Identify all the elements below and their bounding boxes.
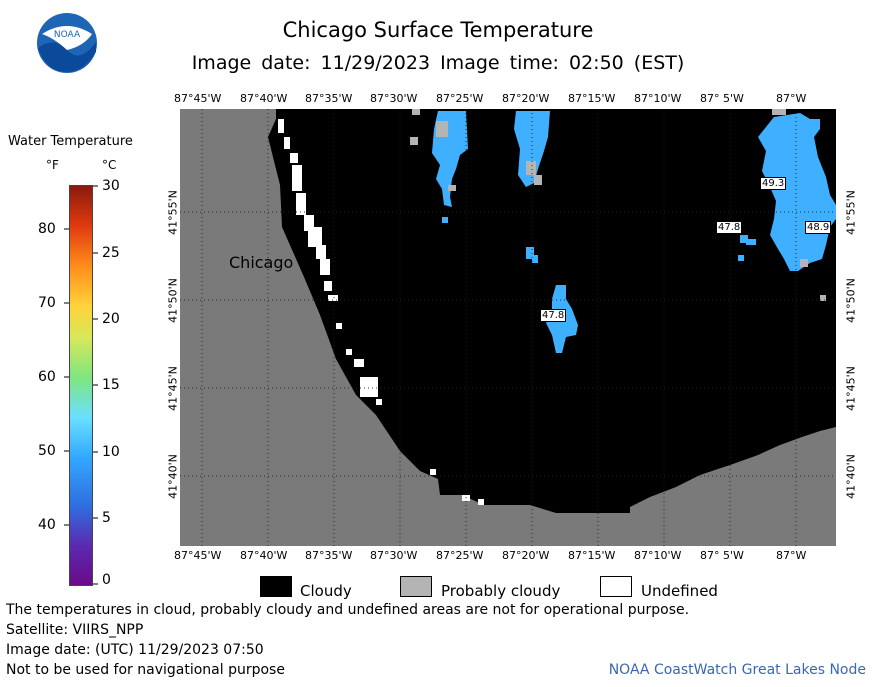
chicago-marker (296, 244, 306, 254)
probably-cloudy-patches (410, 109, 826, 301)
colorbar-tick-f: 40 (38, 517, 56, 533)
colorbar-tick-c: 15 (102, 377, 120, 393)
lat-label: 41°40'N (844, 454, 858, 499)
legend-label-cloudy: Cloudy (300, 582, 352, 600)
lon-label: 87°45'W (174, 92, 222, 105)
lon-label: 87°30'W (370, 549, 418, 562)
lon-label: 87°45'W (174, 549, 222, 562)
temp-label: 48.9 (805, 221, 832, 234)
colorbar-tick-c: 25 (102, 245, 120, 261)
lon-label: 87°40'W (240, 92, 288, 105)
colorbar-tick-c: 5 (102, 510, 111, 526)
lon-label: 87°40'W (240, 549, 288, 562)
lon-label: 87°10'W (634, 549, 682, 562)
lon-label: 87°20'W (502, 92, 550, 105)
lon-label: 87° 5'W (700, 92, 744, 105)
satellite-text: Satellite: VIIRS_NPP (6, 622, 144, 638)
legend-label-probably-cloudy: Probably cloudy (441, 582, 561, 600)
lon-label: 87°15'W (568, 549, 616, 562)
temp-label: 49.3 (760, 177, 787, 190)
lon-label: 87°35'W (305, 92, 353, 105)
noaa-logo: NOAA (36, 12, 98, 74)
lon-label: 87°35'W (305, 549, 353, 562)
colorbar-tick-f: 80 (38, 221, 56, 237)
colorbar-title: Water Temperature (8, 134, 133, 149)
lon-label: 87°W (776, 92, 807, 105)
city-label-chicago: Chicago (229, 253, 294, 272)
legend-swatch-probably-cloudy (400, 576, 432, 597)
lat-label: 41°40'N (166, 454, 180, 499)
colorbar-tick-f: 60 (38, 369, 56, 385)
lon-label: 87°25'W (436, 549, 484, 562)
temperature-map (180, 109, 836, 546)
colorbar-tick-c: 20 (102, 311, 120, 327)
colorbar-tick-f: 50 (38, 443, 56, 459)
credit-link[interactable]: NOAA CoastWatch Great Lakes Node (608, 662, 866, 678)
colorbar-tick-c: 0 (102, 572, 111, 588)
lon-label: 87°15'W (568, 92, 616, 105)
colorbar-unit-c: °C (102, 158, 117, 172)
undefined-fringe (278, 119, 484, 505)
colorbar-unit-f: °F (46, 158, 59, 172)
lon-label: 87°20'W (502, 549, 550, 562)
logo-text: NOAA (54, 30, 81, 40)
lon-label: 87°30'W (370, 92, 418, 105)
lat-label: 41°50'N (844, 278, 858, 323)
utc-date-text: Image date: (UTC) 11/29/2023 07:50 (6, 642, 264, 658)
lat-label: 41°50'N (166, 278, 180, 323)
legend-swatch-undefined (600, 576, 632, 597)
lon-label: 87° 5'W (700, 549, 744, 562)
colorbar (69, 185, 93, 586)
page-title: Chicago Surface Temperature (282, 18, 594, 42)
lon-label: 87°10'W (634, 92, 682, 105)
disclaimer-text: The temperatures in cloud, probably clou… (6, 602, 690, 618)
lat-label: 41°45'N (844, 366, 858, 411)
lat-label: 41°55'N (166, 190, 180, 235)
temp-label: 47.8 (716, 221, 743, 234)
image-date-time: Image date: 11/29/2023 Image time: 02:50… (191, 52, 685, 74)
lon-label: 87°W (776, 549, 807, 562)
legend-swatch-cloudy (260, 576, 292, 597)
lat-label: 41°45'N (166, 366, 180, 411)
navigation-warning: Not to be used for navigational purpose (6, 662, 285, 678)
legend-label-undefined: Undefined (641, 582, 718, 600)
colorbar-tick-c: 30 (102, 178, 120, 194)
lon-label: 87°25'W (436, 92, 484, 105)
colorbar-tick-f: 70 (38, 295, 56, 311)
colorbar-tick-marks (64, 185, 98, 586)
colorbar-tick-c: 10 (102, 444, 120, 460)
graticule (180, 109, 836, 546)
temp-label: 47.8 (540, 309, 567, 322)
lat-label: 41°55'N (844, 190, 858, 235)
